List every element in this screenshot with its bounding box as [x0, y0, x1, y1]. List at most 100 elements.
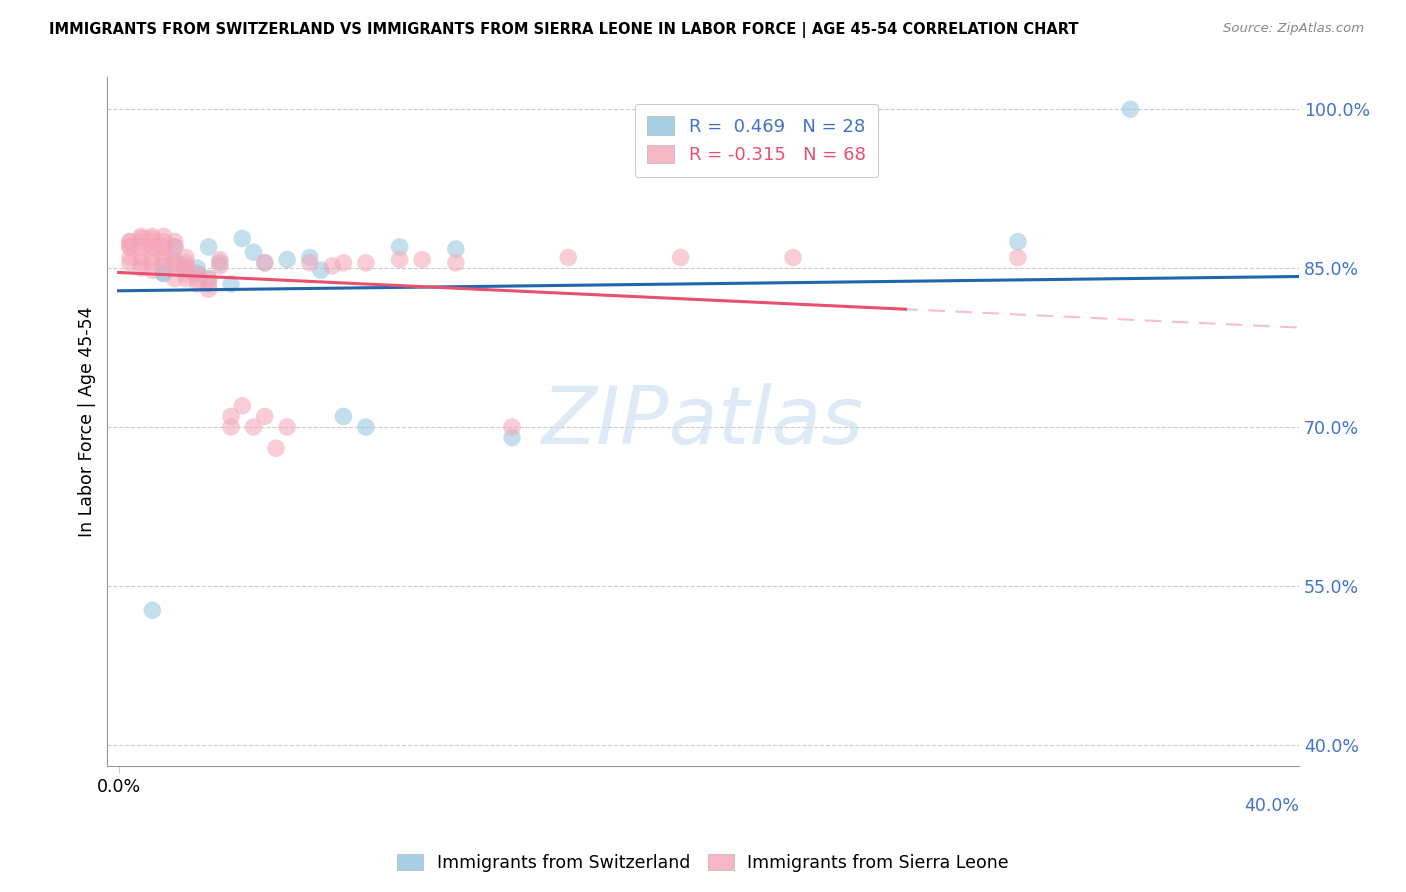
Point — [129, 261, 152, 276]
Point — [253, 409, 276, 424]
Point — [1007, 235, 1029, 249]
Text: IMMIGRANTS FROM SWITZERLAND VS IMMIGRANTS FROM SIERRA LEONE IN LABOR FORCE | AGE: IMMIGRANTS FROM SWITZERLAND VS IMMIGRANT… — [49, 22, 1078, 38]
Point — [231, 399, 253, 413]
Point — [141, 231, 163, 245]
Point — [264, 441, 287, 455]
Point — [152, 252, 174, 267]
Point — [129, 256, 152, 270]
Point — [253, 256, 276, 270]
Point — [163, 259, 186, 273]
Point — [163, 235, 186, 249]
Point — [197, 240, 219, 254]
Point — [253, 256, 276, 270]
Point — [197, 277, 219, 291]
Point — [129, 251, 152, 265]
Point — [118, 235, 141, 249]
Point — [557, 251, 579, 265]
Point — [141, 251, 163, 265]
Point — [152, 235, 174, 249]
Point — [298, 251, 321, 265]
Point — [197, 282, 219, 296]
Text: ZIPatlas: ZIPatlas — [543, 383, 865, 461]
Point — [501, 420, 523, 434]
Point — [163, 240, 186, 254]
Point — [332, 409, 354, 424]
Point — [118, 256, 141, 270]
Point — [444, 242, 467, 256]
Point — [782, 251, 804, 265]
Point — [186, 267, 208, 281]
Point — [152, 240, 174, 254]
Point — [1007, 251, 1029, 265]
Point — [129, 229, 152, 244]
Point — [163, 256, 186, 270]
Point — [118, 251, 141, 265]
Point — [174, 256, 197, 270]
Point — [152, 267, 174, 281]
Point — [152, 251, 174, 265]
Point — [152, 240, 174, 254]
Point — [174, 259, 197, 273]
Point — [118, 235, 141, 249]
Point — [174, 271, 197, 285]
Point — [354, 420, 377, 434]
Point — [174, 261, 197, 276]
Point — [141, 263, 163, 277]
Point — [219, 409, 242, 424]
Y-axis label: In Labor Force | Age 45-54: In Labor Force | Age 45-54 — [79, 307, 96, 537]
Point — [141, 240, 163, 254]
Point — [174, 251, 197, 265]
Text: 40.0%: 40.0% — [1244, 797, 1299, 814]
Point — [163, 240, 186, 254]
Point — [197, 271, 219, 285]
Point — [242, 420, 264, 434]
Point — [242, 245, 264, 260]
Point — [152, 267, 174, 281]
Point — [152, 229, 174, 244]
Point — [141, 240, 163, 254]
Point — [186, 267, 208, 281]
Point — [118, 240, 141, 254]
Point — [1119, 102, 1142, 116]
Point — [321, 259, 343, 273]
Point — [174, 267, 197, 281]
Point — [219, 420, 242, 434]
Point — [129, 240, 152, 254]
Point — [298, 256, 321, 270]
Point — [388, 252, 411, 267]
Point — [354, 256, 377, 270]
Point — [186, 261, 208, 276]
Point — [332, 256, 354, 270]
Point — [444, 256, 467, 270]
Point — [208, 252, 231, 267]
Point — [186, 271, 208, 285]
Point — [163, 256, 186, 270]
Point — [197, 271, 219, 285]
Legend: Immigrants from Switzerland, Immigrants from Sierra Leone: Immigrants from Switzerland, Immigrants … — [389, 847, 1017, 879]
Point — [163, 271, 186, 285]
Point — [388, 240, 411, 254]
Point — [276, 420, 298, 434]
Point — [129, 235, 152, 249]
Point — [141, 235, 163, 249]
Text: Source: ZipAtlas.com: Source: ZipAtlas.com — [1223, 22, 1364, 36]
Point — [208, 256, 231, 270]
Point — [163, 252, 186, 267]
Point — [141, 229, 163, 244]
Point — [231, 231, 253, 245]
Point — [669, 251, 692, 265]
Point — [219, 277, 242, 291]
Point — [309, 263, 332, 277]
Point — [276, 252, 298, 267]
Point — [174, 263, 197, 277]
Point — [141, 256, 163, 270]
Point — [141, 603, 163, 617]
Point — [208, 259, 231, 273]
Point — [118, 240, 141, 254]
Point — [152, 259, 174, 273]
Legend: R =  0.469   N = 28, R = -0.315   N = 68: R = 0.469 N = 28, R = -0.315 N = 68 — [634, 103, 879, 177]
Point — [501, 431, 523, 445]
Point — [186, 277, 208, 291]
Point — [411, 252, 433, 267]
Point — [129, 231, 152, 245]
